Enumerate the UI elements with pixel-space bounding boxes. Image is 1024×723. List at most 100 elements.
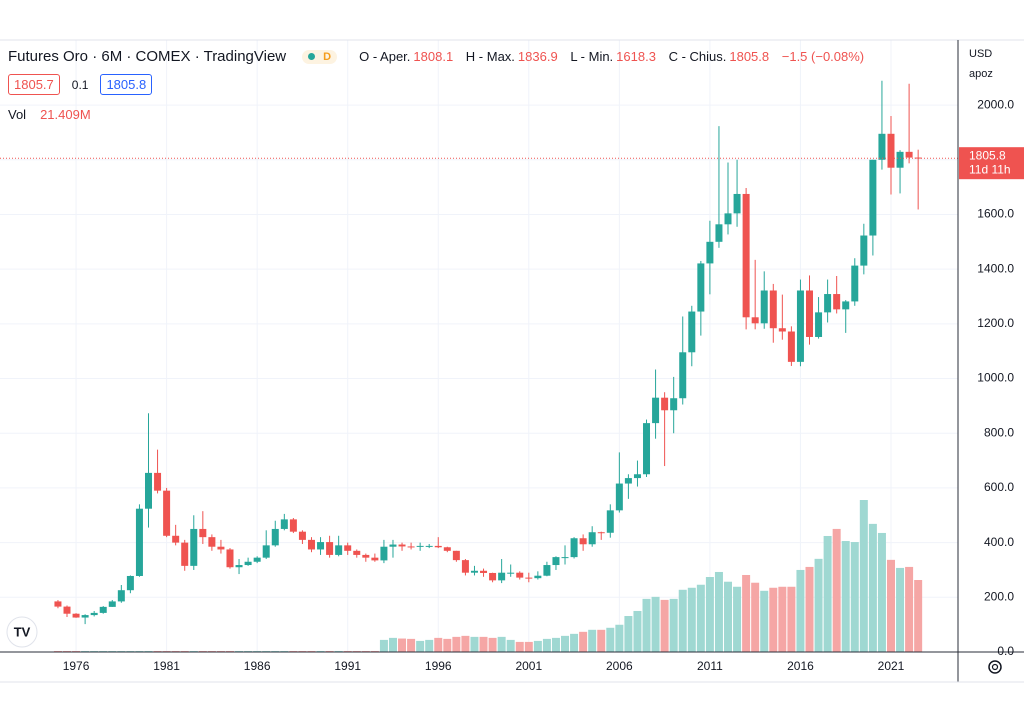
volume-bar xyxy=(72,650,81,652)
bid-box[interactable]: 1805.7 xyxy=(8,74,60,95)
ask-box[interactable]: 1805.8 xyxy=(100,74,153,95)
volume-bar xyxy=(886,559,895,652)
volume-bar xyxy=(171,650,180,652)
candle-body xyxy=(244,561,252,566)
candle-body xyxy=(235,565,243,568)
candle-body xyxy=(226,549,234,568)
candle-body xyxy=(715,224,723,242)
x-tick-label: 1981 xyxy=(153,659,180,673)
volume-bar xyxy=(135,650,144,652)
symbol-title: Futures Oro · 6M · COMEX · TradingView xyxy=(8,48,287,65)
volume-bar xyxy=(81,650,90,652)
candle-body xyxy=(199,528,207,538)
volume-bar xyxy=(724,581,733,652)
candle-body xyxy=(733,193,741,214)
tv-logo[interactable]: TV xyxy=(6,616,38,648)
candle-body xyxy=(353,550,361,555)
grid xyxy=(0,40,958,653)
y-tick-label: 2000.0 xyxy=(977,97,1014,111)
y-tick-label: 200.0 xyxy=(984,589,1014,603)
volume-bar xyxy=(298,650,307,652)
candle-body xyxy=(154,472,162,491)
candle-body xyxy=(271,528,279,546)
candle-body xyxy=(63,606,71,614)
candle-body xyxy=(190,528,198,566)
candle-body xyxy=(389,544,397,547)
ohlc-value: 1836.9 xyxy=(517,49,558,64)
volume-bar xyxy=(832,528,841,652)
candle-body xyxy=(878,133,886,160)
volume-bar xyxy=(343,650,352,652)
candle-body xyxy=(615,483,623,511)
x-tick-label: 1986 xyxy=(244,659,271,673)
volume-bar xyxy=(850,542,859,652)
candle-body xyxy=(851,265,859,302)
volume-bar xyxy=(162,650,171,652)
ohlc-label: C - Chius. xyxy=(668,49,727,64)
last-price-tag xyxy=(959,147,1024,180)
x-tick-label: 2001 xyxy=(515,659,542,673)
volume-bar xyxy=(769,587,778,652)
ohlc-value: 1808.1 xyxy=(413,49,454,64)
volume-bar xyxy=(153,650,162,652)
volume-bar xyxy=(841,541,850,652)
volume-bar xyxy=(144,650,153,652)
candle-body xyxy=(860,235,868,266)
candle-body xyxy=(643,423,651,475)
candle-body xyxy=(806,290,814,337)
ohlc-value: 1805.8 xyxy=(729,49,770,64)
volume-bar xyxy=(253,650,262,652)
candle-body xyxy=(289,519,297,532)
candle-body xyxy=(425,545,433,547)
candle-body xyxy=(742,193,750,318)
candle-body xyxy=(489,572,497,581)
volume-bar xyxy=(90,650,99,652)
quote-row: 1805.7 0.1 1805.8 xyxy=(8,74,153,95)
svg-text:TV: TV xyxy=(14,624,31,639)
ohlc-value: 1618.3 xyxy=(616,49,656,64)
candle-body xyxy=(54,601,62,607)
settings-button[interactable] xyxy=(988,660,1002,674)
candle-body xyxy=(842,301,850,310)
candle-body xyxy=(778,328,786,332)
volume-title: Vol xyxy=(8,107,27,122)
volume-bar xyxy=(642,598,651,652)
volume-bar xyxy=(53,650,62,652)
candle-body xyxy=(326,542,334,555)
x-tick-label: 2016 xyxy=(787,659,814,673)
last-price-label: 1805.8 xyxy=(969,148,1006,162)
candle-layer xyxy=(0,80,958,625)
candle-body xyxy=(280,519,288,529)
candle-body xyxy=(253,557,261,562)
candle-body xyxy=(217,546,225,550)
currency-menu[interactable]: USD xyxy=(969,48,993,60)
volume-bar xyxy=(470,636,479,652)
candle-body xyxy=(679,352,687,399)
candle-body xyxy=(769,290,777,329)
candle-body xyxy=(470,570,478,573)
volume-bar xyxy=(180,650,189,652)
volume-bar xyxy=(126,650,135,652)
volume-bar xyxy=(388,637,397,652)
volume-bar xyxy=(398,638,407,652)
volume-bar xyxy=(588,629,597,652)
volume-bar xyxy=(606,627,615,652)
candle-body xyxy=(108,601,116,607)
candle-body xyxy=(624,478,632,484)
status-badge[interactable]: D xyxy=(302,49,338,64)
volume-bar xyxy=(443,638,452,652)
y-tick-label: 400.0 xyxy=(984,535,1014,549)
ohlc-label: L - Min. xyxy=(570,49,614,64)
volume-bar xyxy=(189,650,198,652)
volume-bar xyxy=(271,650,280,652)
scale-menu[interactable]: apoz xyxy=(969,68,993,80)
candle-body xyxy=(452,550,460,561)
volume-bar xyxy=(352,650,361,652)
volume-bar xyxy=(859,500,868,652)
candle-body xyxy=(796,290,804,362)
candle-body xyxy=(498,572,506,581)
volume-bar xyxy=(434,637,443,652)
volume-bar xyxy=(407,638,416,652)
volume-bar xyxy=(280,650,289,652)
volume-bar xyxy=(787,586,796,652)
